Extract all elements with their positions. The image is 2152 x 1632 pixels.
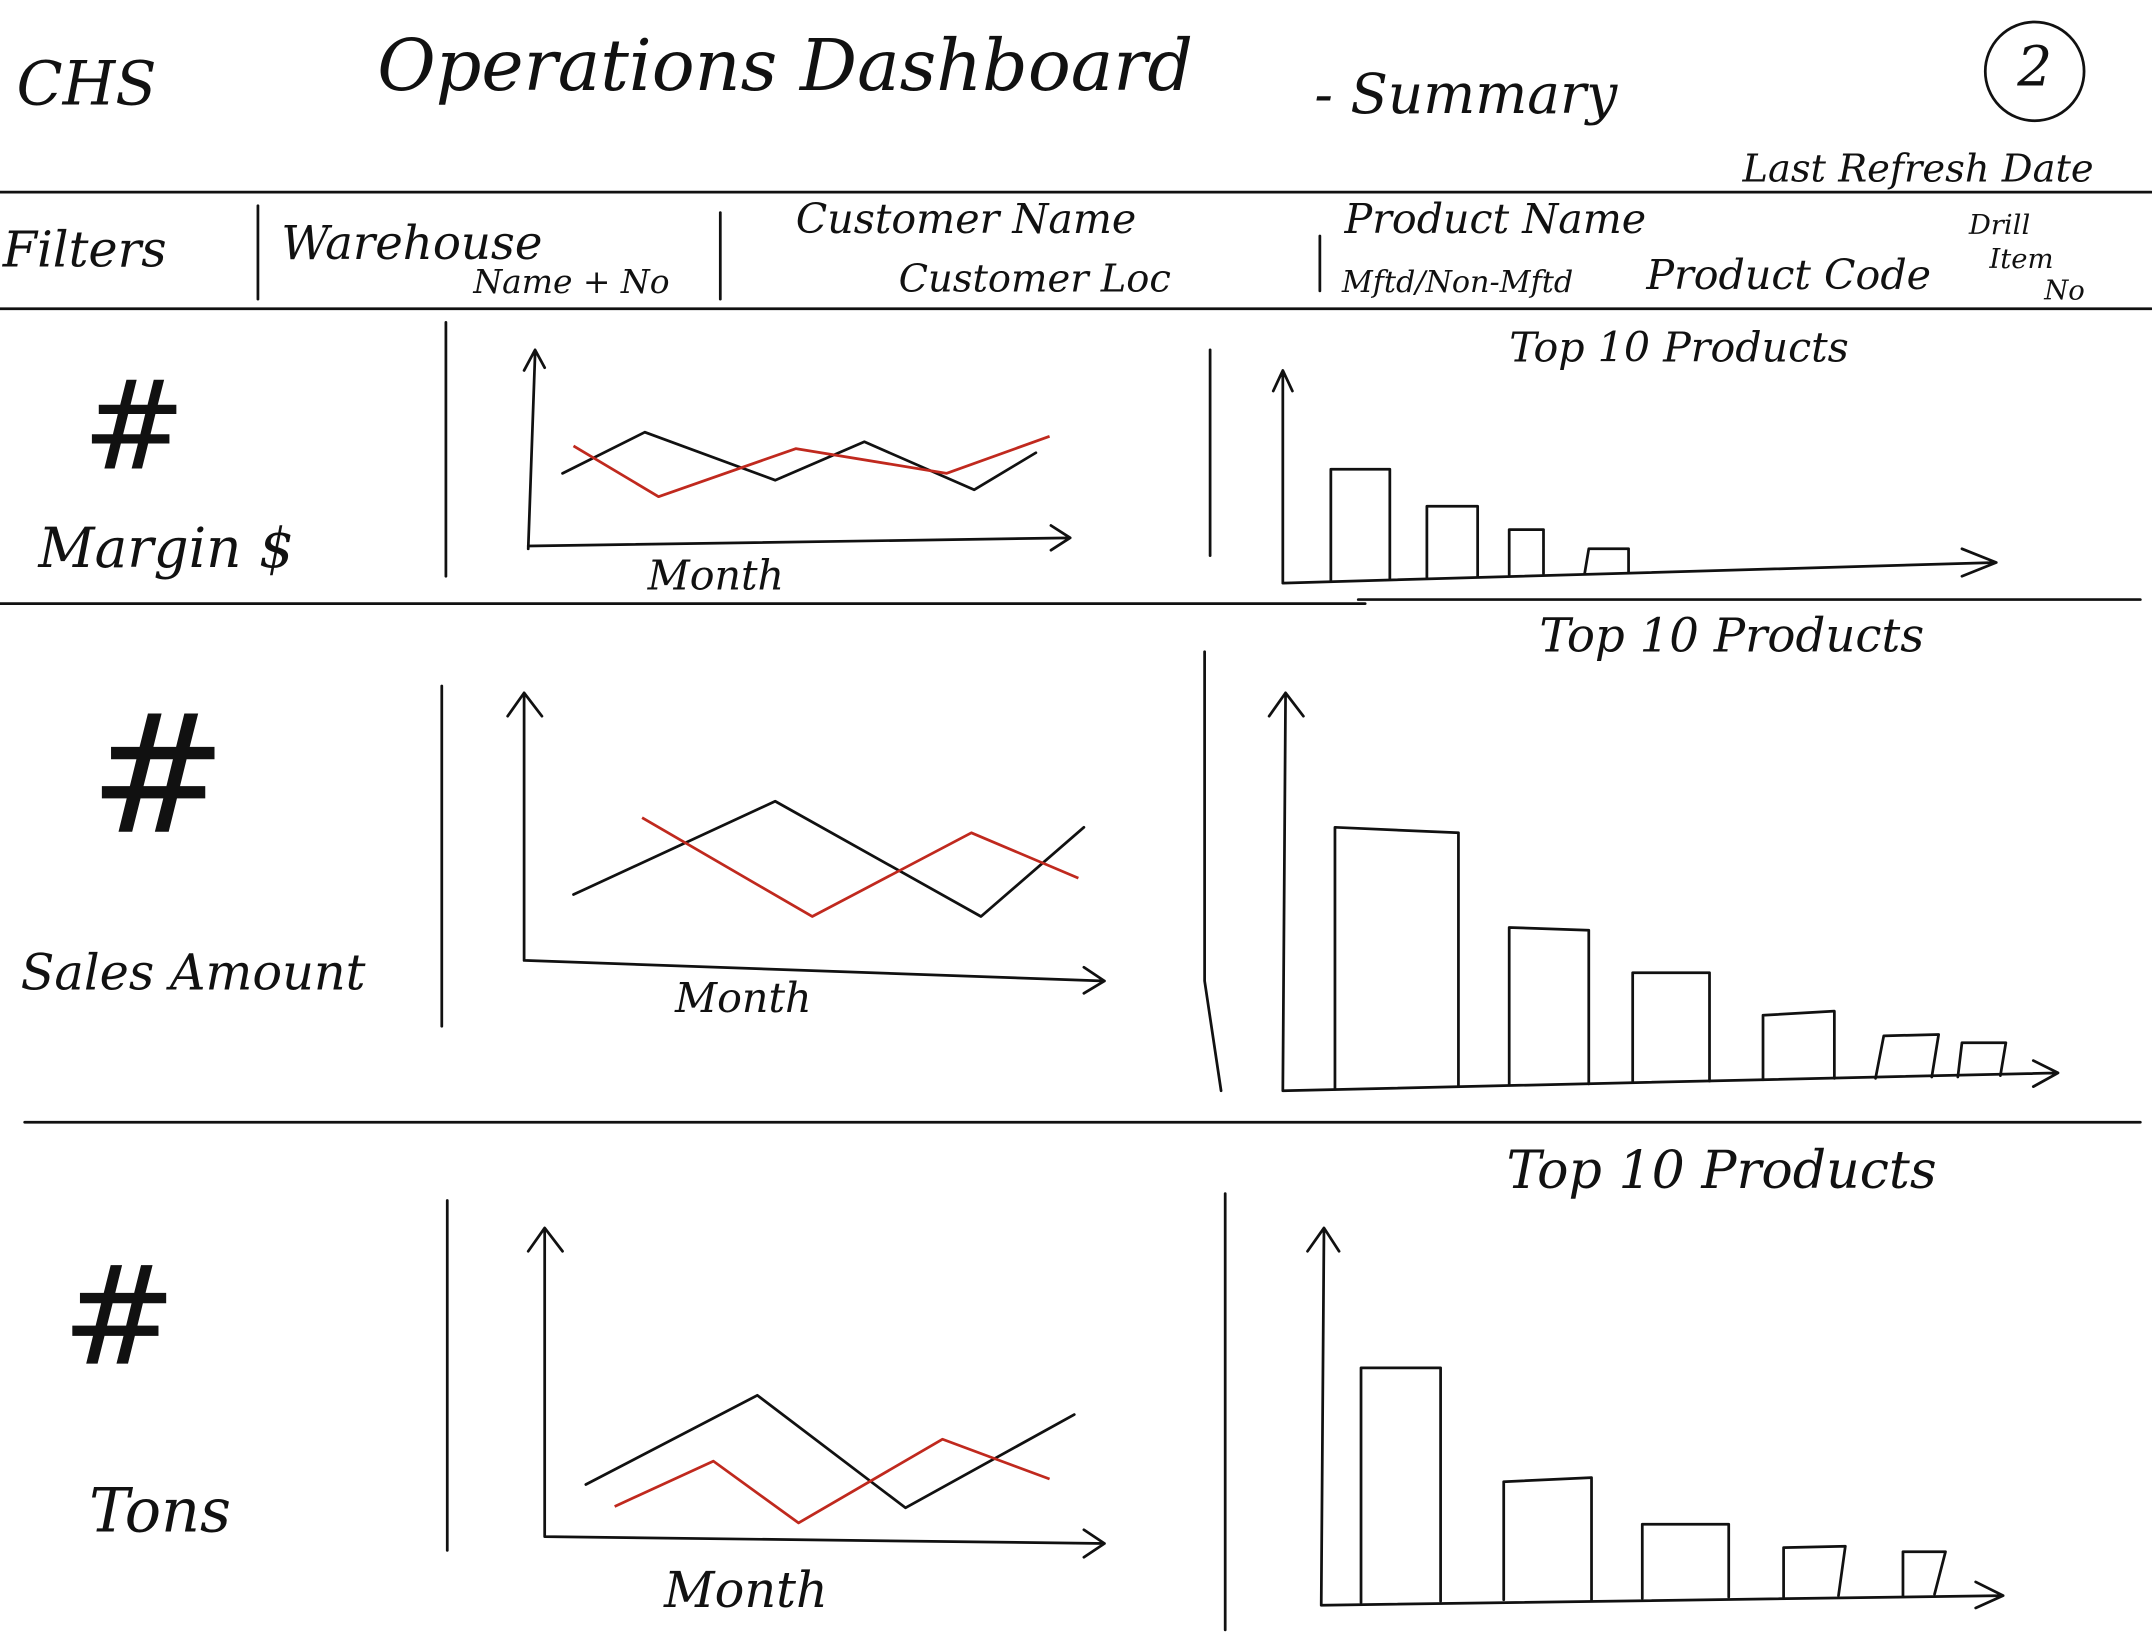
- filter: Warehouse: [281, 216, 542, 270]
- metric-label: Sales Amount: [21, 943, 366, 1001]
- filter: Customer Name: [796, 195, 1137, 243]
- subtitle: - Summary: [1314, 62, 1618, 126]
- filters-label: Filters: [2, 220, 167, 278]
- bar-title: Top 10 Products: [1539, 608, 1924, 662]
- line-axes: [522, 348, 1072, 552]
- company: CHS: [16, 50, 156, 120]
- filter: Drill: [1968, 210, 2030, 241]
- x-axis-label: Month: [647, 551, 784, 599]
- line-axes: [506, 691, 1106, 995]
- filter: Mftd/Non-Mftd: [1341, 265, 1573, 300]
- canvas: CHS Operations Dashboard - Summary 2 Las…: [0, 20, 2152, 1632]
- bar-title: Top 10 Products: [1509, 324, 1849, 372]
- trend-line: [641, 816, 1079, 918]
- separator: [1203, 650, 1223, 1093]
- title: Operations Dashboard: [377, 24, 1193, 107]
- metric-icon: #: [82, 355, 185, 499]
- trend-line: [614, 1437, 1051, 1525]
- bar-sketch: [1359, 1366, 1947, 1604]
- metric-icon: #: [62, 1238, 177, 1397]
- bar-axes: [1271, 369, 1998, 585]
- page-number: 2: [2016, 34, 2052, 98]
- trend-line: [572, 435, 1051, 499]
- filter: Name + No: [472, 262, 669, 301]
- x-axis-label: Month: [663, 1561, 828, 1619]
- x-axis-label: Month: [674, 974, 811, 1022]
- bar-title: Top 10 Products: [1506, 1141, 1936, 1201]
- filter: Product Name: [1344, 195, 1647, 243]
- bar-axes: [1267, 691, 2060, 1093]
- filter: Item: [1988, 244, 2053, 275]
- trend-line: [584, 1393, 1076, 1510]
- trend-line: [572, 799, 1086, 918]
- trend-line: [561, 430, 1038, 492]
- filter: No: [2043, 276, 2085, 307]
- metric-icon: #: [89, 679, 227, 871]
- metric-label: Margin $: [37, 516, 293, 580]
- bar-axes: [1306, 1226, 2005, 1610]
- filter: Customer Loc: [899, 256, 1171, 301]
- line-axes: [526, 1226, 1106, 1559]
- bar-sketch: [1329, 467, 1630, 582]
- filter: Product Code: [1645, 251, 1931, 299]
- page-circle: [1983, 20, 2086, 123]
- metric-label: Tons: [89, 1477, 231, 1547]
- bar-sketch: [1333, 825, 2008, 1091]
- last-refresh: Last Refresh Date: [1741, 147, 2093, 192]
